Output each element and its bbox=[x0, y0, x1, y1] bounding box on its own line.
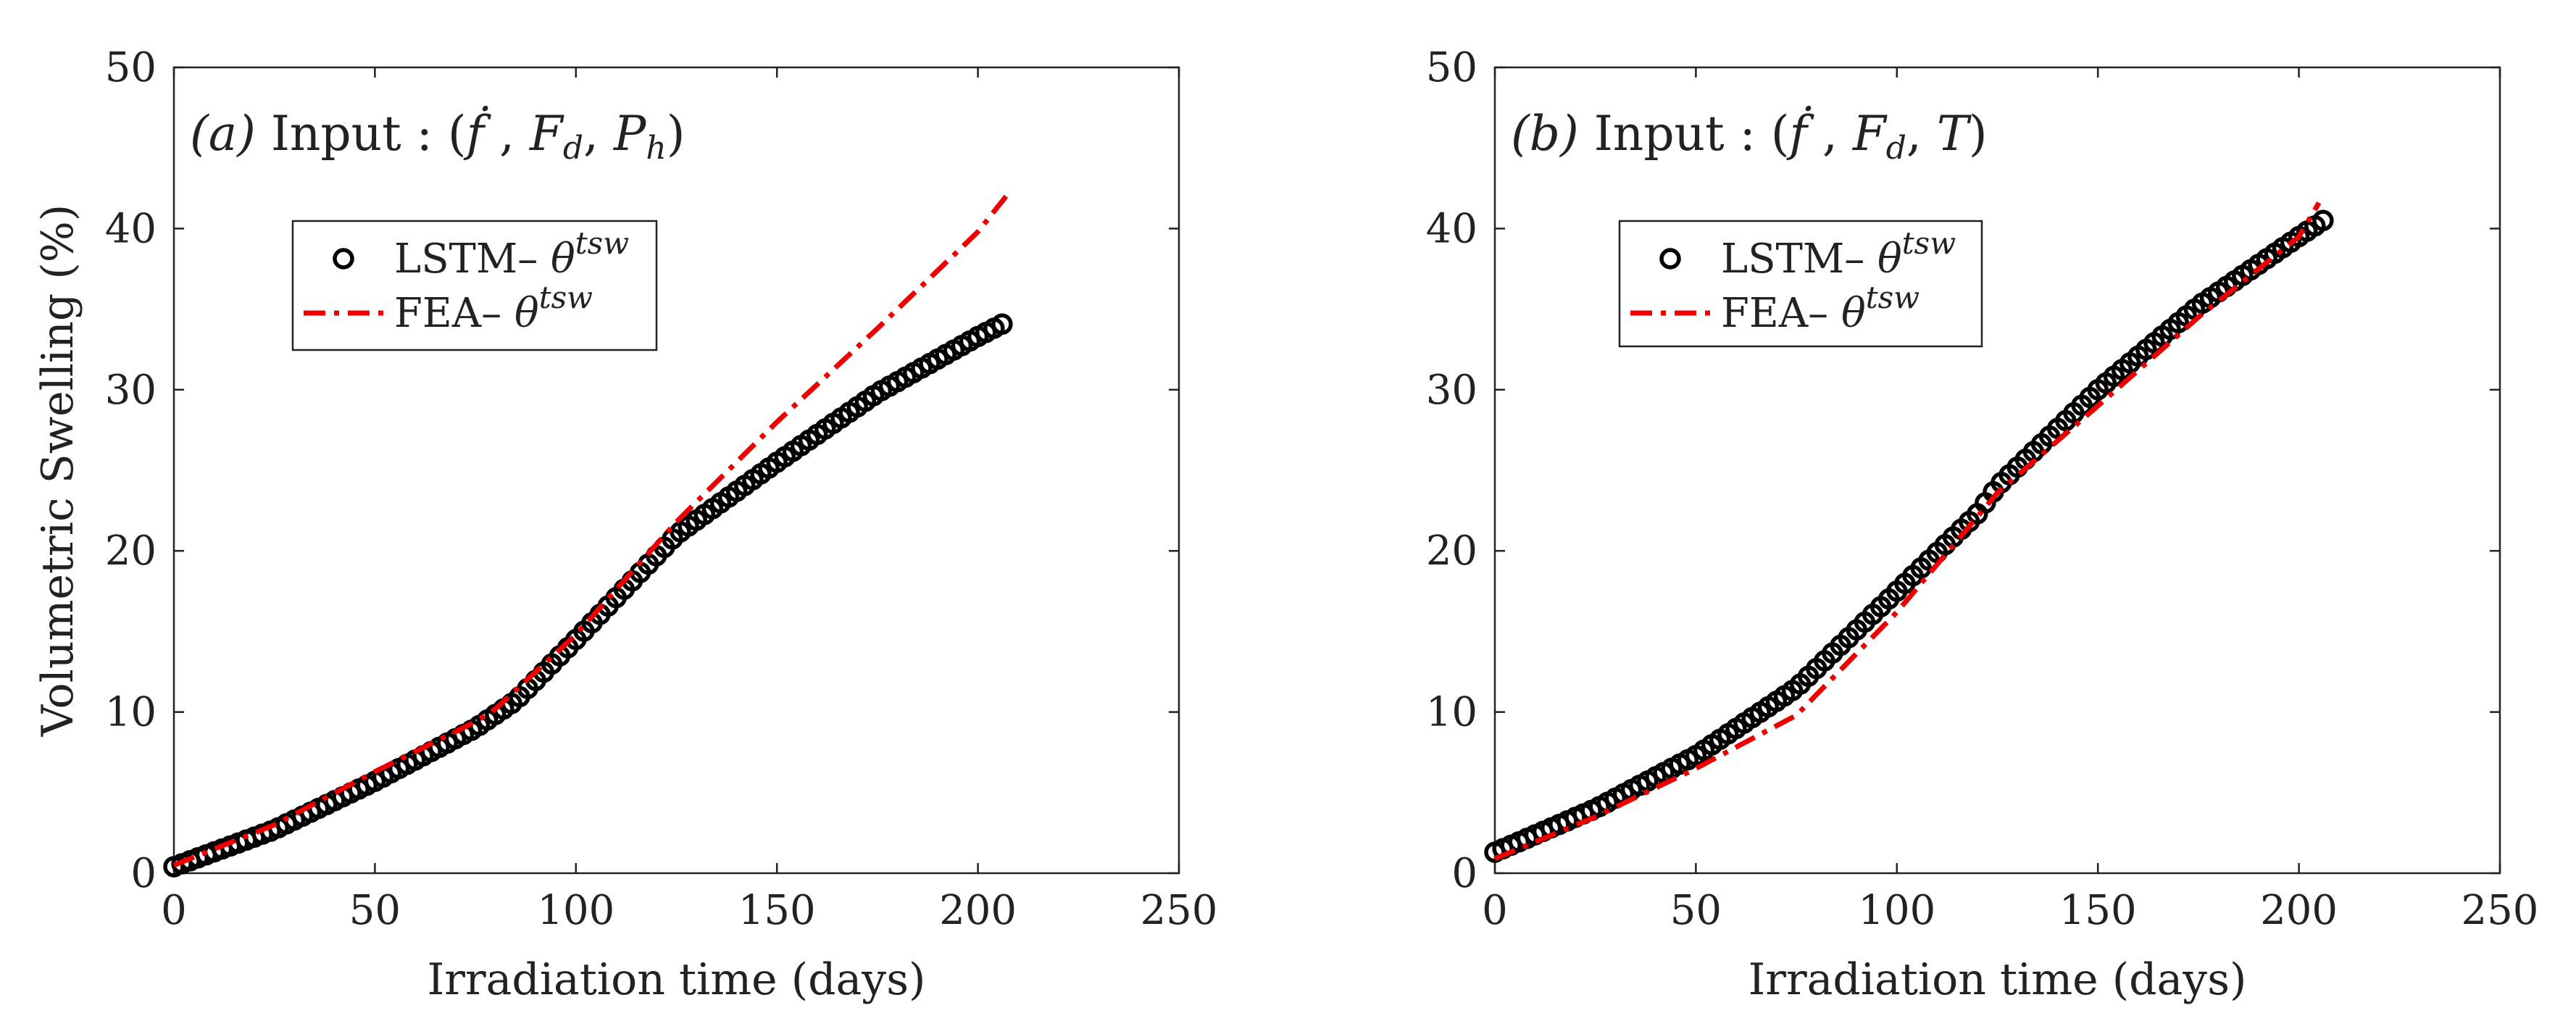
legend-theta: θ bbox=[1877, 236, 1902, 283]
legend-superscript: tsw bbox=[539, 280, 593, 315]
input-prefix: Input : ( bbox=[271, 106, 467, 162]
fea-series-line bbox=[1493, 201, 2322, 862]
x-tick-label: 200 bbox=[939, 887, 1017, 934]
legend-label-lstm: LSTM– θtsw bbox=[1721, 225, 1956, 283]
x-tick-label: 0 bbox=[161, 887, 187, 934]
y-tick-label: 0 bbox=[1451, 850, 1477, 897]
input-sep: , bbox=[1906, 106, 1937, 162]
panel-label: (a) bbox=[190, 106, 256, 162]
y-tick-label: 50 bbox=[105, 44, 157, 91]
lstm-marker bbox=[991, 313, 1013, 336]
input-Ph: P bbox=[613, 106, 647, 162]
legend-theta: θ bbox=[551, 236, 575, 283]
legend-theta: θ bbox=[514, 290, 539, 337]
lstm-marker bbox=[2312, 209, 2334, 232]
y-tick-label: 40 bbox=[1426, 205, 1477, 252]
x-tick-label: 250 bbox=[1141, 887, 1218, 934]
y-tick-label: 20 bbox=[105, 528, 157, 575]
y-tick-label: 10 bbox=[1426, 689, 1477, 736]
x-axis-label: Irradiation time (days) bbox=[1748, 954, 2247, 1005]
x-tick-label: 100 bbox=[1858, 887, 1935, 934]
input-Fd: F bbox=[1852, 106, 1888, 162]
legend-marker-lstm bbox=[1659, 248, 1681, 270]
panel-annotation: (a) Input : (ḟ , Fd, Ph) bbox=[190, 106, 685, 167]
x-axis-label: Irradiation time (days) bbox=[428, 954, 926, 1005]
plot-frame bbox=[1493, 66, 2501, 875]
input-suffix: ) bbox=[667, 106, 685, 162]
legend-superscript: tsw bbox=[575, 225, 629, 261]
y-tick-label: 10 bbox=[105, 689, 157, 736]
fea-series-line bbox=[172, 194, 1009, 868]
input-T: T bbox=[1937, 106, 1972, 162]
legend-marker-lstm bbox=[333, 248, 354, 270]
legend-main: FEA– bbox=[1721, 290, 1841, 337]
plot-frame bbox=[172, 66, 1180, 875]
input-suffix: ) bbox=[1969, 106, 1988, 162]
input-sep: , bbox=[583, 106, 614, 162]
x-tick-label: 250 bbox=[2462, 887, 2539, 934]
input-sep: , bbox=[1807, 106, 1853, 162]
x-tick-label: 100 bbox=[537, 887, 614, 934]
panel-label: (b) bbox=[1511, 106, 1579, 162]
y-tick-label: 30 bbox=[1426, 367, 1477, 414]
x-tick-label: 50 bbox=[1670, 887, 1722, 934]
legend-main: LSTM– bbox=[1721, 236, 1877, 283]
y-tick-label: 0 bbox=[130, 850, 157, 897]
space bbox=[256, 106, 271, 162]
input-Fd: F bbox=[529, 106, 564, 162]
y-tick-label: 30 bbox=[105, 367, 157, 414]
panel-b: 0 50 100 150 200 250 0 10 20 30 40 50 Irradiation ti… bbox=[1426, 44, 2539, 1005]
input-Ph-sub: h bbox=[646, 130, 666, 167]
input-Fd-sub: d bbox=[563, 130, 583, 167]
legend-box bbox=[291, 220, 658, 351]
input-prefix: Input : ( bbox=[1594, 106, 1790, 162]
x-tick-label: 150 bbox=[2059, 887, 2137, 934]
y-tick-label: 20 bbox=[1426, 528, 1477, 575]
y-tick-label: 50 bbox=[1426, 44, 1477, 91]
input-Fd-sub: d bbox=[1886, 130, 1906, 167]
input-sep: , bbox=[484, 106, 530, 162]
panel-a: 0 50 100 150 200 250 0 10 20 30 40 50 Irradiation ti… bbox=[33, 44, 1217, 1005]
space bbox=[1579, 106, 1594, 162]
legend-main: FEA– bbox=[394, 290, 514, 337]
legend-superscript: tsw bbox=[1902, 225, 1956, 261]
x-tick-label: 200 bbox=[2260, 887, 2338, 934]
legend-superscript: tsw bbox=[1866, 280, 1920, 315]
legend-box bbox=[1618, 220, 1983, 348]
y-axis-label: Volumetric Swelling (%) bbox=[33, 204, 83, 737]
legend-main: LSTM– bbox=[394, 236, 551, 283]
panel-annotation: (b) Input : (ḟ , Fd, T) bbox=[1511, 106, 1988, 167]
x-tick-label: 150 bbox=[738, 887, 816, 934]
legend-label-lstm: LSTM– θtsw bbox=[394, 225, 629, 283]
x-tick-label: 0 bbox=[1482, 887, 1508, 934]
legend-label-fea: FEA– θtsw bbox=[394, 280, 593, 337]
x-tick-label: 50 bbox=[349, 887, 401, 934]
legend-theta: θ bbox=[1841, 290, 1866, 337]
y-tick-label: 40 bbox=[105, 205, 157, 252]
legend-label-fea: FEA– θtsw bbox=[1721, 280, 1920, 337]
